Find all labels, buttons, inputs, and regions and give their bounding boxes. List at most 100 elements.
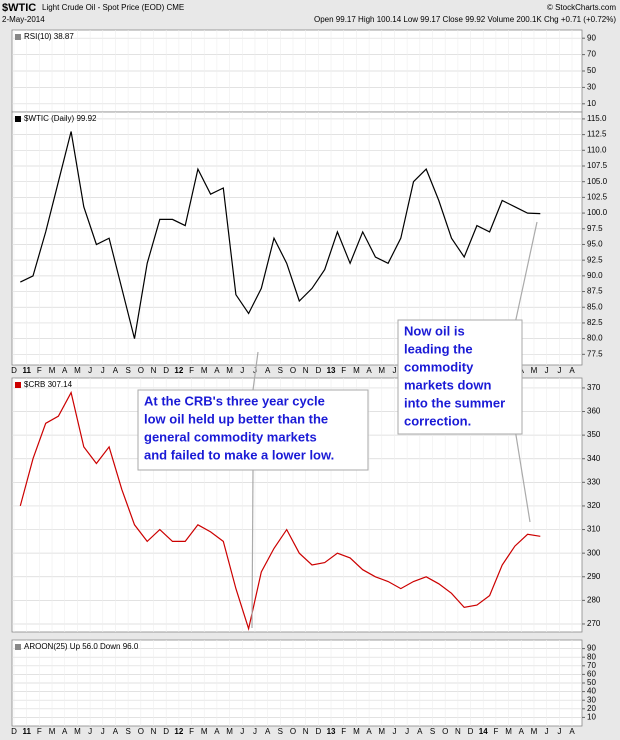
y-tick-label: 20 (587, 704, 596, 713)
y-tick-label: 87.5 (587, 287, 603, 296)
x-tick-label: S (278, 727, 283, 736)
y-tick-label: 77.5 (587, 349, 603, 358)
y-tick-label: 90 (587, 644, 596, 653)
x-tick-label: N (455, 727, 461, 736)
y-tick-label: 95.0 (587, 240, 603, 249)
annotation-text: general commodity markets (144, 429, 317, 444)
callout-line (515, 221, 538, 321)
y-tick-label: 110.0 (587, 145, 607, 154)
x-tick-label: F (341, 727, 346, 736)
x-tick-label: D (163, 366, 169, 375)
x-tick-label: J (392, 727, 396, 736)
y-tick-label: 90 (587, 33, 596, 42)
y-tick-label: 270 (587, 619, 601, 628)
x-tick-label: 13 (327, 366, 336, 375)
y-tick-label: 310 (587, 525, 601, 534)
y-tick-label: 370 (587, 383, 601, 392)
x-tick-label: O (290, 727, 296, 736)
x-tick-label: J (405, 727, 409, 736)
x-tick-label: J (101, 366, 105, 375)
callout-line (251, 469, 254, 629)
y-tick-label: 102.5 (587, 192, 608, 201)
x-tick-label: F (189, 366, 194, 375)
x-tick-label: F (37, 366, 42, 375)
x-tick-label: A (519, 727, 525, 736)
y-tick-label: 350 (587, 430, 601, 439)
y-tick-label: 360 (587, 407, 601, 416)
x-tick-label: M (74, 727, 81, 736)
x-tick-label: M (378, 727, 385, 736)
x-tick-label: A (265, 727, 271, 736)
panel-label: RSI(10) 38.87 (24, 32, 74, 41)
x-tick-label: N (303, 366, 309, 375)
y-tick-label: 330 (587, 477, 601, 486)
annotation-text: leading the (404, 341, 473, 356)
y-tick-label: 90.0 (587, 271, 603, 280)
callout-line (252, 351, 259, 391)
x-tick-label: M (201, 366, 208, 375)
x-tick-label: O (442, 727, 448, 736)
panel-label: $WTIC (Daily) 99.92 (24, 114, 97, 123)
x-tick-label: M (353, 366, 360, 375)
chart-title: $WTIC (2, 2, 36, 14)
y-tick-label: 40 (587, 687, 596, 696)
x-tick-label: A (569, 727, 575, 736)
x-tick-label: D (315, 727, 321, 736)
x-tick-label: A (214, 727, 220, 736)
y-tick-label: 70 (587, 50, 596, 59)
annotation-box (137, 389, 369, 471)
x-tick-label: D (468, 727, 474, 736)
annotation-text: and failed to make a lower low. (144, 447, 334, 462)
legend-swatch (15, 116, 21, 122)
source: © StockCharts.com (547, 3, 616, 12)
y-tick-label: 50 (587, 678, 596, 687)
annotation-text: At the CRB's three year cycle (144, 393, 325, 408)
x-tick-label: A (62, 366, 68, 375)
x-tick-label: M (226, 366, 233, 375)
x-tick-label: F (189, 727, 194, 736)
x-tick-label: O (138, 366, 144, 375)
x-tick-label: M (531, 366, 538, 375)
y-tick-label: 50 (587, 66, 596, 75)
y-tick-label: 92.5 (587, 255, 603, 264)
y-tick-label: 60 (587, 670, 596, 679)
annotation-text: markets down (404, 377, 491, 392)
x-tick-label: M (74, 366, 81, 375)
x-tick-label: M (49, 727, 56, 736)
x-tick-label: M (531, 727, 538, 736)
x-tick-label: S (125, 727, 130, 736)
x-tick-label: O (138, 727, 144, 736)
y-tick-label: 97.5 (587, 224, 603, 233)
x-tick-label: J (545, 366, 549, 375)
x-tick-label: F (341, 366, 346, 375)
stats: Open 99.17 High 100.14 Low 99.17 Close 9… (314, 15, 616, 24)
x-tick-label: M (505, 727, 512, 736)
x-tick-label: A (113, 366, 119, 375)
x-tick-label: N (151, 727, 157, 736)
x-tick-label: S (125, 366, 130, 375)
panel-label: AROON(25) Up 56.0 Down 96.0 (24, 642, 139, 651)
annotation-text: Now oil is (404, 323, 465, 338)
series-line (20, 131, 541, 339)
x-tick-label: J (392, 366, 396, 375)
x-tick-label: A (113, 727, 119, 736)
x-tick-label: A (366, 366, 372, 375)
x-tick-label: D (11, 366, 17, 375)
chart-subtitle: Light Crude Oil - Spot Price (EOD) CME (42, 3, 184, 12)
annotation-text: correction. (404, 413, 471, 428)
series-line (19, 390, 541, 632)
y-tick-label: 100.0 (587, 208, 608, 217)
x-tick-label: J (545, 727, 549, 736)
x-tick-label: A (265, 366, 271, 375)
y-tick-label: 340 (587, 454, 601, 463)
x-tick-label: D (11, 727, 17, 736)
x-tick-label: J (240, 727, 244, 736)
y-tick-label: 300 (587, 548, 601, 557)
x-tick-label: A (569, 366, 575, 375)
x-tick-label: F (37, 727, 42, 736)
x-tick-label: M (378, 366, 385, 375)
x-tick-label: 12 (174, 727, 183, 736)
y-tick-label: 107.5 (587, 161, 608, 170)
x-tick-label: J (88, 366, 92, 375)
